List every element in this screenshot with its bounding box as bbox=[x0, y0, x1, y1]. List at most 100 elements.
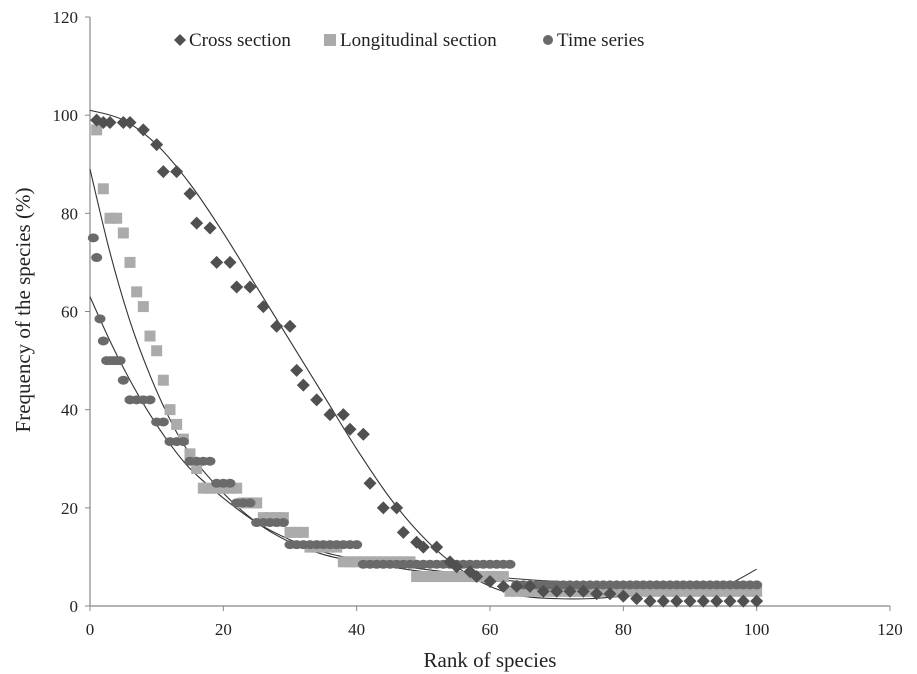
data-point bbox=[114, 356, 126, 366]
legend-item: Cross section bbox=[174, 30, 291, 51]
legend-marker bbox=[543, 35, 553, 45]
x-tick-label: 0 bbox=[86, 620, 95, 639]
data-point bbox=[536, 584, 550, 598]
data-point bbox=[643, 594, 657, 608]
data-point bbox=[157, 417, 169, 427]
legend-item: Time series bbox=[543, 30, 644, 51]
data-point bbox=[270, 319, 284, 333]
legend-label: Cross section bbox=[189, 30, 291, 51]
data-point bbox=[671, 585, 683, 597]
data-point bbox=[97, 183, 109, 195]
data-point bbox=[571, 585, 583, 597]
data-point bbox=[496, 579, 510, 593]
data-point bbox=[504, 585, 516, 597]
x-tick-label: 80 bbox=[615, 620, 632, 639]
data-point bbox=[144, 395, 156, 405]
data-point bbox=[177, 437, 189, 447]
data-point bbox=[576, 584, 590, 598]
x-tick-label: 20 bbox=[215, 620, 232, 639]
data-point bbox=[444, 571, 456, 583]
data-point bbox=[630, 592, 644, 606]
legend: Cross section Longitudinal section Time se… bbox=[174, 30, 644, 51]
data-point bbox=[731, 585, 743, 597]
data-point bbox=[124, 256, 136, 268]
data-point bbox=[230, 280, 244, 294]
data-point bbox=[430, 540, 444, 554]
data-point bbox=[104, 212, 116, 224]
data-point bbox=[111, 212, 123, 224]
data-point bbox=[217, 482, 229, 494]
data-point bbox=[291, 526, 303, 538]
data-point bbox=[224, 482, 236, 494]
data-point bbox=[103, 116, 117, 130]
legend-marker bbox=[174, 34, 186, 46]
y-tick-label: 40 bbox=[61, 401, 78, 420]
data-point bbox=[477, 571, 489, 583]
data-point bbox=[684, 585, 696, 597]
legend-label: Time series bbox=[557, 30, 644, 51]
data-point bbox=[211, 482, 223, 494]
data-point bbox=[116, 116, 130, 130]
data-point bbox=[744, 585, 756, 597]
data-point bbox=[751, 580, 763, 590]
data-point bbox=[724, 585, 736, 597]
data-point bbox=[670, 594, 684, 608]
data-point bbox=[363, 476, 377, 490]
data-point bbox=[737, 585, 749, 597]
data-point bbox=[257, 512, 269, 524]
data-markers bbox=[87, 113, 764, 608]
data-point bbox=[151, 345, 163, 357]
data-point bbox=[390, 501, 404, 515]
data-point bbox=[243, 280, 257, 294]
data-point bbox=[691, 585, 703, 597]
trendlines bbox=[89, 109, 757, 600]
legend-marker bbox=[324, 34, 336, 46]
data-point bbox=[197, 482, 209, 494]
data-point bbox=[244, 498, 256, 508]
data-point bbox=[264, 512, 276, 524]
data-point bbox=[184, 448, 196, 460]
data-point bbox=[136, 123, 150, 137]
x-tick-label: 100 bbox=[744, 620, 770, 639]
data-point bbox=[283, 319, 297, 333]
y-tick-label: 60 bbox=[61, 303, 78, 322]
y-tick-label: 100 bbox=[53, 106, 79, 125]
data-point bbox=[656, 594, 670, 608]
data-point bbox=[351, 556, 363, 568]
legend-label: Longitudinal section bbox=[340, 30, 497, 51]
data-point bbox=[351, 540, 363, 550]
data-point bbox=[277, 518, 289, 528]
data-point bbox=[171, 418, 183, 430]
data-point bbox=[631, 585, 643, 597]
data-point bbox=[290, 363, 304, 377]
data-point bbox=[424, 571, 436, 583]
data-point bbox=[223, 255, 237, 269]
data-point bbox=[717, 585, 729, 597]
data-point bbox=[523, 579, 537, 593]
data-point bbox=[544, 585, 556, 597]
data-point bbox=[657, 585, 669, 597]
data-point bbox=[117, 375, 129, 385]
data-point bbox=[597, 585, 609, 597]
data-point bbox=[224, 478, 236, 488]
data-point bbox=[651, 585, 663, 597]
data-point bbox=[343, 422, 357, 436]
data-point bbox=[550, 584, 564, 598]
data-point bbox=[150, 138, 164, 152]
data-point bbox=[457, 571, 469, 583]
data-point bbox=[637, 585, 649, 597]
data-point bbox=[396, 525, 410, 539]
y-axis-title: Frequency of the species (%) bbox=[11, 188, 35, 433]
data-point bbox=[491, 571, 503, 583]
data-point bbox=[323, 408, 337, 422]
x-tick-label: 120 bbox=[877, 620, 903, 639]
axes: 0 20 40 60 80 100 120 0 20 40 60 80 100 120 bbox=[53, 8, 903, 639]
legend-item: Longitudinal section bbox=[324, 30, 497, 51]
x-tick-label: 60 bbox=[482, 620, 499, 639]
data-point bbox=[723, 594, 737, 608]
data-point bbox=[284, 526, 296, 538]
data-point bbox=[356, 427, 370, 441]
data-point bbox=[557, 585, 569, 597]
data-point bbox=[683, 594, 697, 608]
data-point bbox=[190, 216, 204, 230]
